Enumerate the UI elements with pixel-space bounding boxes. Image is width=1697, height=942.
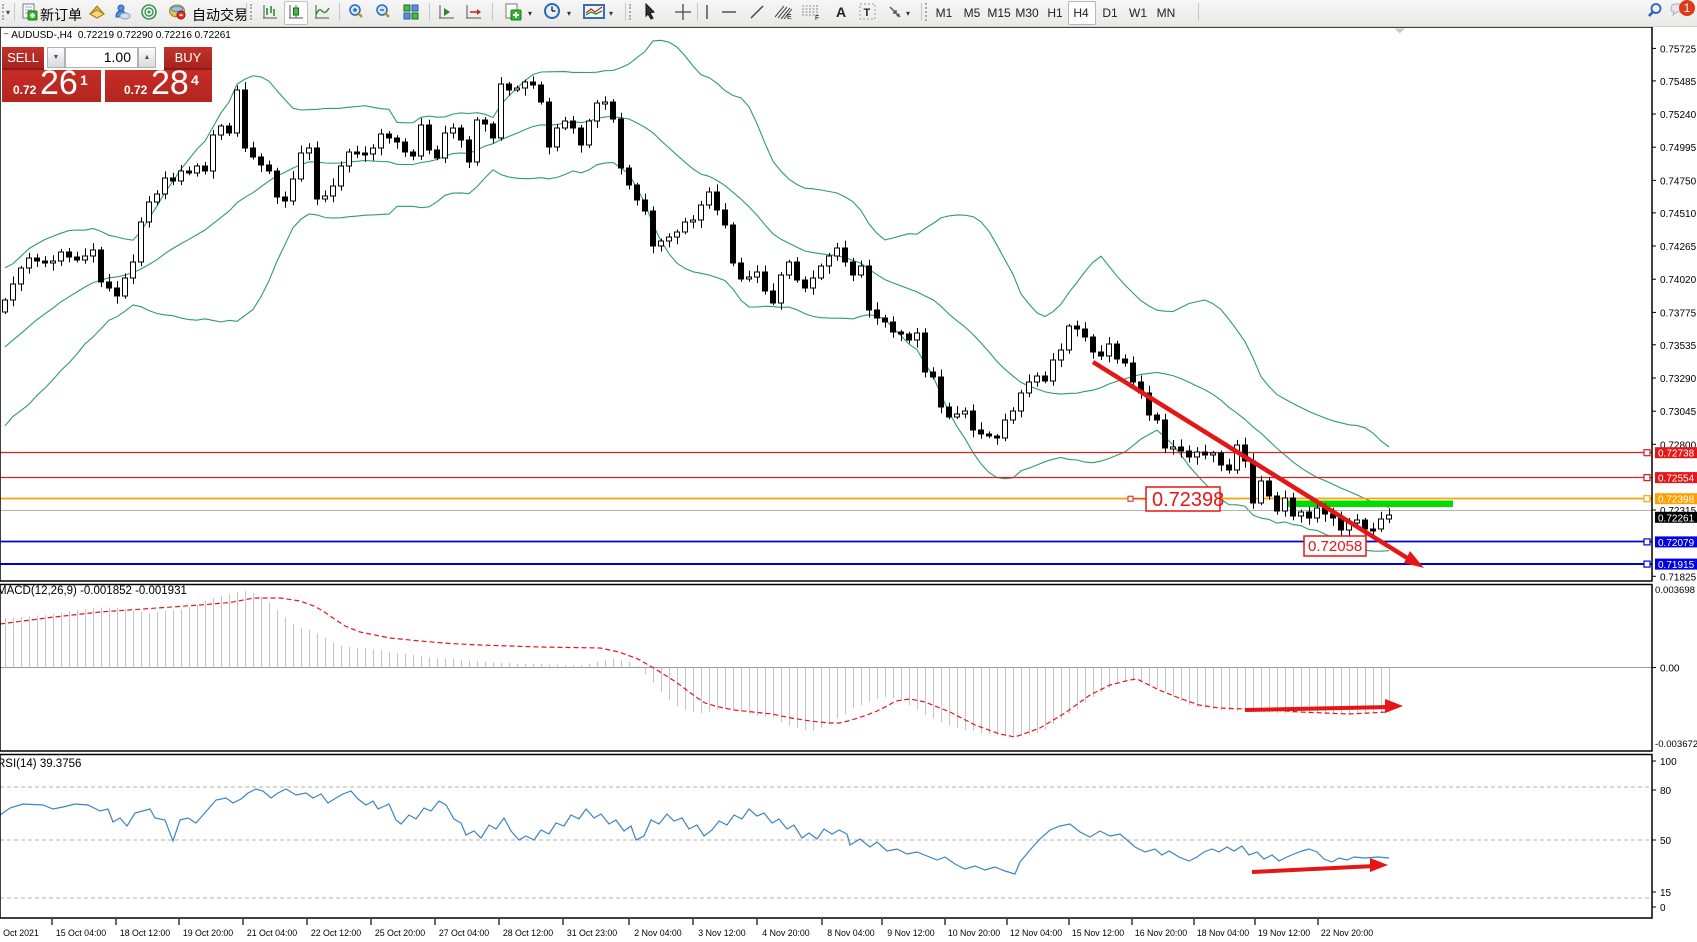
svg-text:0.71825: 0.71825 bbox=[1660, 572, 1697, 583]
svg-text:0.75725: 0.75725 bbox=[1660, 44, 1697, 55]
svg-text:-0.003672: -0.003672 bbox=[1655, 739, 1697, 750]
svg-text:0.74020: 0.74020 bbox=[1660, 275, 1697, 286]
svg-text:0.74510: 0.74510 bbox=[1660, 209, 1697, 220]
svg-text:F: F bbox=[815, 15, 819, 21]
svg-text:80: 80 bbox=[1660, 786, 1672, 797]
svg-text:0.74265: 0.74265 bbox=[1660, 242, 1697, 253]
svg-text:0.72058: 0.72058 bbox=[1308, 538, 1362, 555]
svg-text:19 Oct 20:00: 19 Oct 20:00 bbox=[183, 928, 233, 938]
svg-text:0.72800: 0.72800 bbox=[1660, 440, 1697, 451]
svg-text:27 Oct 04:00: 27 Oct 04:00 bbox=[439, 928, 489, 938]
svg-text:50: 50 bbox=[1660, 836, 1672, 847]
svg-text:19 Nov 12:00: 19 Nov 12:00 bbox=[1258, 928, 1310, 938]
svg-text:10 Nov 20:00: 10 Nov 20:00 bbox=[948, 928, 1000, 938]
svg-text:15: 15 bbox=[1660, 888, 1672, 899]
svg-text:12 Nov 04:00: 12 Nov 04:00 bbox=[1010, 928, 1062, 938]
svg-text:21 Oct 04:00: 21 Oct 04:00 bbox=[247, 928, 297, 938]
svg-text:2 Nov 04:00: 2 Nov 04:00 bbox=[634, 928, 682, 938]
svg-text:4 Nov 20:00: 4 Nov 20:00 bbox=[762, 928, 810, 938]
svg-text:25 Oct 20:00: 25 Oct 20:00 bbox=[375, 928, 425, 938]
svg-text:100: 100 bbox=[1660, 757, 1677, 768]
svg-text:15 Nov 12:00: 15 Nov 12:00 bbox=[1072, 928, 1124, 938]
svg-text:28 Oct 12:00: 28 Oct 12:00 bbox=[503, 928, 553, 938]
svg-text:16 Nov 20:00: 16 Nov 20:00 bbox=[1135, 928, 1187, 938]
svg-text:0.72398: 0.72398 bbox=[1658, 495, 1695, 506]
svg-text:0: 0 bbox=[1660, 903, 1666, 914]
svg-text:0.73775: 0.73775 bbox=[1660, 308, 1697, 319]
svg-text:E: E bbox=[787, 14, 792, 21]
svg-text:0.75240: 0.75240 bbox=[1660, 110, 1697, 121]
svg-text:RSI(14) 39.3756: RSI(14) 39.3756 bbox=[0, 758, 81, 770]
svg-text:0.003698: 0.003698 bbox=[1655, 585, 1695, 596]
svg-text:3 Nov 12:00: 3 Nov 12:00 bbox=[698, 928, 746, 938]
svg-text:0.00: 0.00 bbox=[1660, 664, 1680, 675]
svg-text:MACD(12,26,9) -0.001852 -0.001: MACD(12,26,9) -0.001852 -0.001931 bbox=[0, 585, 187, 597]
svg-text:22 Oct 12:00: 22 Oct 12:00 bbox=[311, 928, 361, 938]
svg-text:Oct 2021: Oct 2021 bbox=[3, 928, 39, 938]
svg-text:0.72738: 0.72738 bbox=[1658, 449, 1695, 460]
svg-text:0.75485: 0.75485 bbox=[1660, 77, 1697, 88]
svg-text:1: 1 bbox=[1684, 1, 1691, 15]
svg-text:31 Oct 23:00: 31 Oct 23:00 bbox=[567, 928, 617, 938]
svg-text:0.73045: 0.73045 bbox=[1660, 407, 1697, 418]
svg-text:9 Nov 12:00: 9 Nov 12:00 bbox=[887, 928, 935, 938]
svg-text:T: T bbox=[864, 7, 871, 19]
svg-text:15 Oct 04:00: 15 Oct 04:00 bbox=[56, 928, 106, 938]
svg-text:18 Oct 12:00: 18 Oct 12:00 bbox=[120, 928, 170, 938]
svg-text:0.73290: 0.73290 bbox=[1660, 374, 1697, 385]
svg-text:0.74995: 0.74995 bbox=[1660, 143, 1697, 154]
svg-text:0.72261: 0.72261 bbox=[1658, 513, 1695, 524]
svg-text:0.73535: 0.73535 bbox=[1660, 341, 1697, 352]
svg-text:0.72554: 0.72554 bbox=[1658, 474, 1695, 485]
svg-text:8 Nov 04:00: 8 Nov 04:00 bbox=[827, 928, 875, 938]
svg-text:0.72315: 0.72315 bbox=[1660, 506, 1697, 517]
svg-text:0.72079: 0.72079 bbox=[1658, 538, 1695, 549]
svg-text:18 Nov 04:00: 18 Nov 04:00 bbox=[1197, 928, 1249, 938]
svg-text:0.74750: 0.74750 bbox=[1660, 176, 1697, 187]
svg-text:0.72398: 0.72398 bbox=[1152, 489, 1224, 511]
svg-text:0.71915: 0.71915 bbox=[1658, 560, 1695, 571]
svg-text:22 Nov 20:00: 22 Nov 20:00 bbox=[1321, 928, 1373, 938]
